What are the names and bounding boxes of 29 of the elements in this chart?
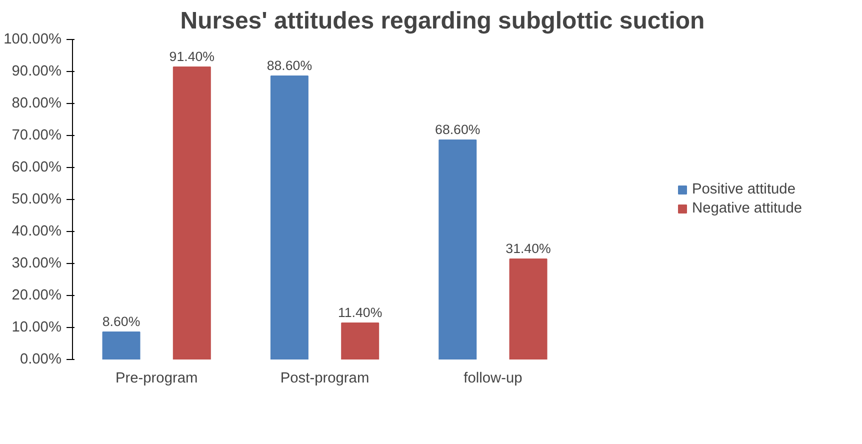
y-tick-label: 30.00% [12, 256, 62, 272]
data-label: 31.40% [506, 241, 552, 256]
bar [172, 66, 211, 360]
y-tick-label: 40.00% [12, 224, 62, 240]
bar [341, 322, 380, 360]
y-tick-label: 10.00% [12, 320, 62, 336]
x-tick-label: Pre-program [115, 370, 198, 386]
y-tick-label: 70.00% [12, 128, 62, 144]
bar [102, 331, 140, 360]
y-tick-label: 100.00% [4, 32, 62, 48]
y-tick-label: 80.00% [12, 96, 62, 112]
legend-label: Positive attitude [692, 182, 796, 198]
x-tick-label: follow-up [464, 370, 522, 386]
bar [438, 139, 477, 360]
y-tick-label: 0.00% [20, 352, 62, 368]
y-tick-label: 90.00% [12, 64, 62, 80]
data-label: 8.60% [102, 314, 140, 329]
x-tick-label: Post-program [280, 370, 370, 386]
bar [509, 258, 548, 360]
bar [270, 75, 308, 360]
y-tick-label: 20.00% [12, 288, 62, 304]
data-label: 11.40% [338, 305, 382, 320]
y-tick-label: 50.00% [12, 192, 62, 208]
data-label: 91.40% [169, 49, 215, 64]
y-tick-label: 60.00% [12, 160, 62, 176]
data-label: 68.60% [435, 122, 480, 137]
legend-label: Negative attitude [692, 200, 802, 216]
chart-title: Nurses' attitudes regarding subglottic suction [180, 8, 705, 34]
data-label: 88.60% [266, 58, 312, 73]
